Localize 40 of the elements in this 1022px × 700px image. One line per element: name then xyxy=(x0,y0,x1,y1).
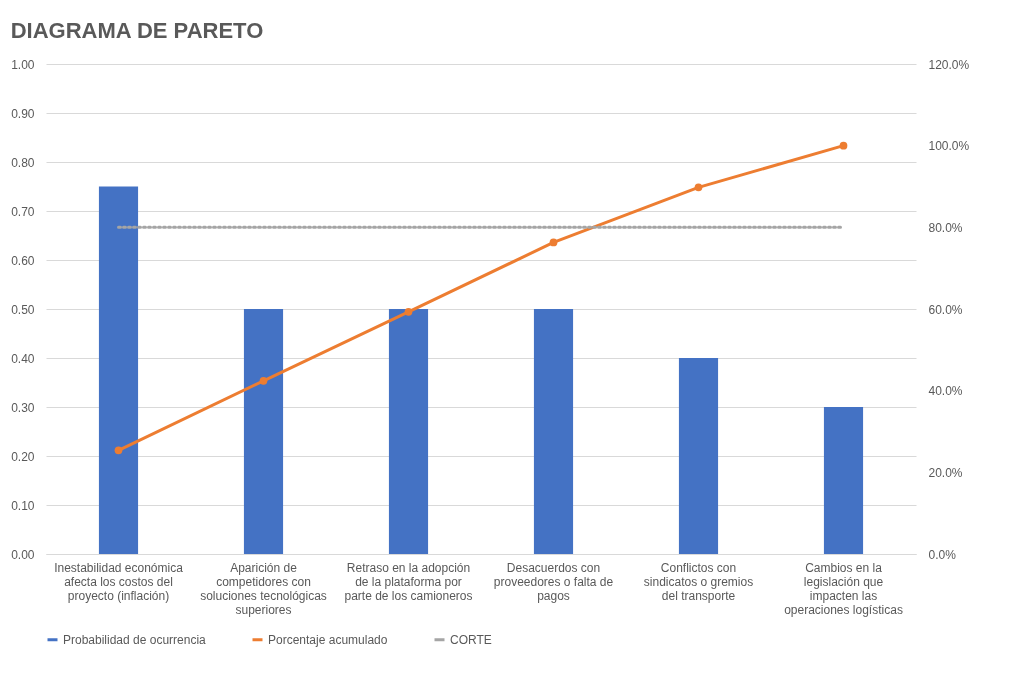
y-tick-label: 0.70 xyxy=(11,204,35,219)
x-tick-label: Cambios en la legislación que impacten las operaciones logísticas xyxy=(784,560,903,617)
x-tick-label: Conflictos con sindicatos o gremios del transporte xyxy=(643,560,754,603)
point xyxy=(839,141,848,150)
y2-tick-label: 60.0% xyxy=(928,302,963,317)
y-tick-label: 0.30 xyxy=(11,400,35,415)
bar xyxy=(823,407,864,554)
y2-tick-label: 0.0% xyxy=(928,547,957,562)
y-tick-label: 0.60 xyxy=(11,253,35,268)
y2-tick-label: 40.0% xyxy=(928,384,963,399)
y-tick-label: 0.90 xyxy=(11,106,35,121)
x-tick-label: Aparición de competidores con soluciones tecnológicas superiores xyxy=(200,560,327,617)
point xyxy=(549,238,558,247)
point xyxy=(259,377,268,385)
y-tick-label: 0.00 xyxy=(11,547,35,562)
y2-tick-label: 120.0% xyxy=(928,57,970,72)
y2-tick-label: 80.0% xyxy=(928,220,963,235)
y2-tick-label: 20.0% xyxy=(928,465,963,480)
bar xyxy=(678,358,719,554)
y-tick-label: 0.50 xyxy=(11,302,35,317)
bar xyxy=(243,309,284,554)
y-tick-label: 0.40 xyxy=(11,351,35,366)
legend-label: Probabilidad de ocurrencia xyxy=(63,632,207,647)
legend-label: Porcentaje acumulado xyxy=(268,632,388,647)
bar xyxy=(98,186,139,554)
x-tick-label: Desacuerdos con proveedores o falta de pagos xyxy=(493,560,614,603)
point xyxy=(404,307,413,316)
x-tick-label: Inestabilidad económica afecta los costos del proyecto (inflación) xyxy=(54,560,184,603)
x-tick-label: Retraso en la adopción de la plataforma por parte de los camioneros xyxy=(344,560,473,603)
chart-title: DIAGRAMA DE PARETO xyxy=(10,18,264,43)
legend-label: CORTE xyxy=(450,632,492,647)
y-tick-label: 0.80 xyxy=(11,155,35,170)
point xyxy=(114,446,123,455)
bar xyxy=(388,309,429,554)
y-tick-label: 0.20 xyxy=(11,449,35,464)
y2-tick-label: 100.0% xyxy=(928,139,970,154)
bar xyxy=(533,309,574,554)
y-tick-label: 1.00 xyxy=(11,57,35,72)
point xyxy=(694,183,703,192)
y-tick-label: 0.10 xyxy=(11,498,35,513)
